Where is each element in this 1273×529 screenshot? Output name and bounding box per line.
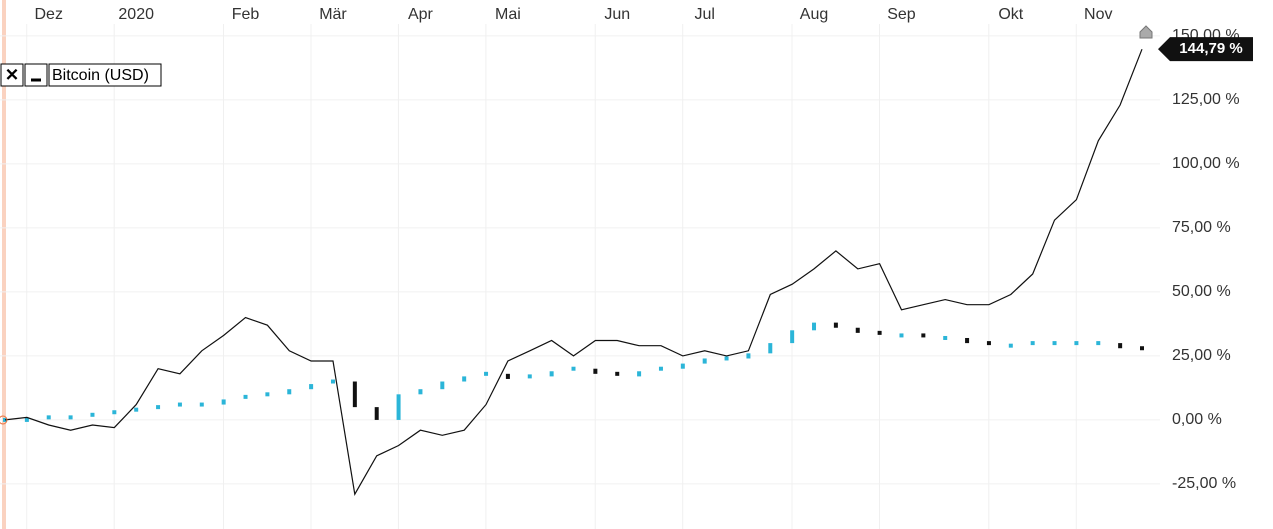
candle [571,366,576,371]
y-tick-label: 100,00 % [1172,155,1240,172]
candle [287,389,292,395]
plot: -25,00 % 0,00 % 25,00 % 50,00 % 75,00 % 100,0… [0,6,1240,529]
candle [724,356,729,361]
candle [243,394,248,399]
candle [505,373,510,379]
candle [527,374,532,379]
candle [484,371,489,376]
x-tick-label: Sep [887,6,916,23]
candle [24,417,29,422]
candle [396,394,401,420]
x-tick-label: Jul [694,6,714,23]
candle [68,415,73,420]
candle [3,417,7,422]
legend-box [48,63,162,87]
candle [309,384,314,390]
candle [374,407,379,420]
x-tick-label: Aug [800,6,828,23]
x-tick-label: Feb [232,6,260,23]
y-tick-label: -25,00 % [1172,475,1236,492]
candle [462,376,467,382]
candle [746,353,751,359]
candle [265,392,270,397]
candle [134,407,139,412]
candle [1052,341,1057,346]
start-marker [0,415,8,425]
value-badge [1158,37,1253,62]
x-tick-label: Dez [35,6,63,23]
candle [1096,341,1101,346]
candle [156,405,161,410]
x-tick-label: Jun [604,6,630,23]
x-tick-label: Mai [495,6,521,23]
candle [855,327,860,333]
candle [90,412,95,417]
legend-label: Bitcoin (USD) [52,67,149,84]
candle [221,399,226,405]
y-tick-label: 75,00 % [1172,219,1231,236]
candle [702,358,707,364]
minimize-button[interactable] [24,63,48,87]
close-button[interactable] [0,63,24,87]
candle [943,335,948,340]
candle [549,371,554,377]
candle [877,330,882,335]
candle [1140,346,1144,351]
y-tick-label: 50,00 % [1172,283,1231,300]
candle [658,366,663,371]
candle [615,371,620,376]
candle [112,410,117,415]
candle [330,379,335,384]
candle [680,363,685,369]
y-tick-label: 125,00 % [1172,91,1240,108]
candle [790,330,795,344]
x-tick-label: Mär [319,6,347,23]
candle [1008,343,1013,348]
candle [637,371,642,377]
candle [46,415,51,420]
candle [921,333,926,338]
candle [440,381,445,390]
candle [768,343,773,354]
candle [812,322,817,331]
close-icon[interactable]: ✕ [5,65,19,84]
candle [199,402,204,407]
candle [352,381,357,408]
candle [177,402,182,407]
line [4,48,1143,496]
candle [899,333,904,338]
y-tick-label: 25,00 % [1172,347,1231,364]
home-marker [1139,25,1153,39]
candle [1030,341,1035,346]
candle [986,341,991,346]
candle [593,368,598,374]
y-tick-label: 0,00 % [1172,411,1222,428]
legend: ✕ Bitcoin (USD) [0,63,162,87]
x-tick-label: 2020 [118,6,154,23]
candle [833,322,838,328]
x-tick-label: Okt [998,6,1023,23]
value-label: 144,79 % [1179,40,1242,57]
x-tick-label: Nov [1084,6,1112,23]
x-tick-label: Apr [408,6,434,23]
candle [1118,343,1123,349]
candle [965,337,970,344]
candle [418,389,423,395]
candle [1074,341,1079,346]
